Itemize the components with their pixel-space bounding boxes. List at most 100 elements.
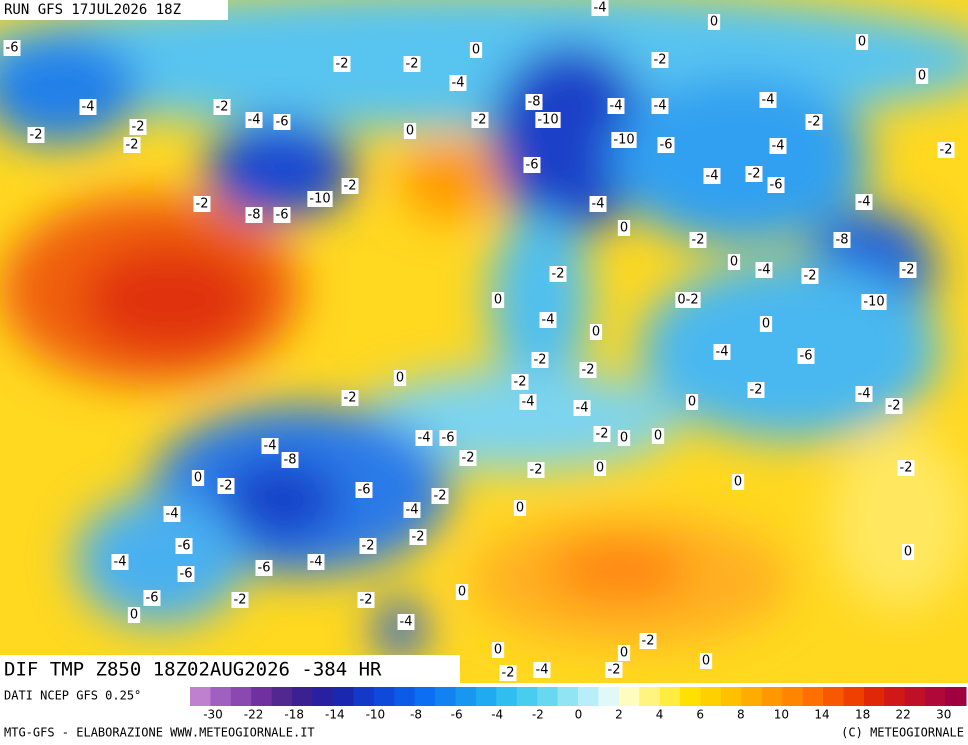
colorbar-swatch	[741, 687, 763, 706]
contour-label: -2	[534, 353, 547, 368]
contour-label-bg	[469, 42, 483, 58]
colorbar-tick-label: 6	[696, 708, 704, 722]
contour-label: 0	[494, 643, 502, 658]
contour-label: -6	[770, 178, 783, 193]
colorbar-swatch	[680, 687, 702, 706]
contour-label-bg	[617, 645, 631, 661]
contour-label: -2	[474, 113, 487, 128]
colorbar-swatch	[292, 687, 314, 706]
contour-label-bg	[901, 544, 915, 560]
colorbar-swatch	[761, 687, 783, 706]
contour-label: 0	[858, 35, 866, 50]
contour-label: -2	[196, 197, 209, 212]
contour-label: -10	[537, 113, 558, 128]
colorbar-tick-label: -10	[366, 708, 386, 722]
contour-label: -4	[522, 395, 535, 410]
contour-label: -6	[276, 208, 289, 223]
contour-label-bg	[639, 633, 657, 649]
contour-label-bg	[79, 99, 97, 115]
contour-label: 0	[396, 371, 404, 386]
contour-label: -2	[220, 479, 233, 494]
contour-label: 0	[130, 608, 138, 623]
contour-label-bg	[579, 362, 597, 378]
colorbar-swatch	[659, 687, 681, 706]
contour-label: -4	[542, 313, 555, 328]
contour-label: -2	[132, 120, 145, 135]
contour-label-bg	[191, 470, 205, 486]
contour-label-bg	[937, 142, 955, 158]
contour-label-bg	[403, 123, 417, 139]
colorbar-tick-label: -22	[244, 708, 264, 722]
contour-label-bg	[245, 207, 263, 223]
contour-label-bg	[523, 157, 541, 173]
colorbar-tick-label: 2	[615, 708, 623, 722]
contour-label: -4	[82, 100, 95, 115]
colorbar-swatch	[353, 687, 375, 706]
contour-label-bg	[589, 324, 603, 340]
contour-label-bg	[403, 56, 421, 72]
contour-label-bg	[589, 196, 607, 212]
source-label: DATI NCEP GFS 0.25°	[4, 689, 141, 703]
contour-label-bg	[897, 460, 915, 476]
contour-label: -2	[336, 57, 349, 72]
contour-label-bg	[611, 132, 637, 148]
colorbar-swatch	[394, 687, 416, 706]
contour-label: -2	[888, 399, 901, 414]
contour-label-bg	[491, 292, 505, 308]
contour-label: -2	[362, 539, 375, 554]
contour-label-bg	[727, 254, 741, 270]
credit-label: MTG-GFS - ELABORAZIONE WWW.METEOGIORNALE…	[4, 726, 315, 740]
contour-label: 0	[918, 69, 926, 84]
contour-label-bg	[341, 390, 359, 406]
contour-label: 0-2	[677, 293, 698, 308]
contour-label: -8	[528, 95, 541, 110]
colorbar-swatch	[435, 687, 456, 706]
colorbar-swatch	[904, 687, 926, 706]
contour-label-bg	[245, 112, 263, 128]
contour-label: -2	[344, 179, 357, 194]
contour-label-bg	[573, 400, 591, 416]
contour-label: 0	[194, 471, 202, 486]
contour-label: -2	[596, 427, 609, 442]
contour-label: -2	[434, 489, 447, 504]
contour-label: 0	[592, 325, 600, 340]
contour-label-bg	[393, 370, 407, 386]
contour-label: -4	[406, 503, 419, 518]
contour-label-bg	[177, 566, 195, 582]
contour-label-bg	[713, 344, 731, 360]
contour-label-bg	[193, 196, 211, 212]
contour-label-bg	[415, 430, 433, 446]
contour-label-bg	[281, 452, 299, 468]
contour-label-bg	[657, 137, 675, 153]
colorbar-swatch	[373, 687, 395, 706]
contour-label-bg	[593, 460, 607, 476]
contour-label-bg	[217, 478, 235, 494]
contour-label-bg	[899, 262, 917, 278]
contour-label-bg	[855, 34, 869, 50]
colorbar-swatch	[557, 687, 579, 706]
contour-label-bg	[273, 207, 291, 223]
colorbar-tick-label: 18	[855, 708, 870, 722]
contour-label: -4	[762, 93, 775, 108]
contour-label: -2	[462, 451, 475, 466]
colorbar-swatch	[475, 687, 497, 706]
colorbar-swatch	[190, 687, 211, 706]
contour-label-bg	[703, 168, 721, 184]
colorbar-swatch	[414, 687, 436, 706]
map-title: DIF TMP Z850 18Z02AUG2026 -384 HR	[4, 659, 382, 681]
colorbar-tick-label: -2	[532, 708, 544, 722]
contour-label-bg	[535, 112, 561, 128]
contour-label: -10	[863, 295, 884, 310]
contour-label-bg	[273, 114, 291, 130]
contour-label: -2	[360, 593, 373, 608]
contour-label: -6	[6, 41, 19, 56]
colorbar-swatch	[945, 687, 967, 706]
contour-label-bg	[455, 584, 469, 600]
contour-label-bg	[651, 98, 669, 114]
contour-label: -4	[576, 401, 589, 416]
contour-label-bg	[3, 40, 21, 56]
contour-label: 0	[702, 654, 710, 669]
colorbar-swatch	[884, 687, 906, 706]
contour-label-bg	[617, 430, 631, 446]
